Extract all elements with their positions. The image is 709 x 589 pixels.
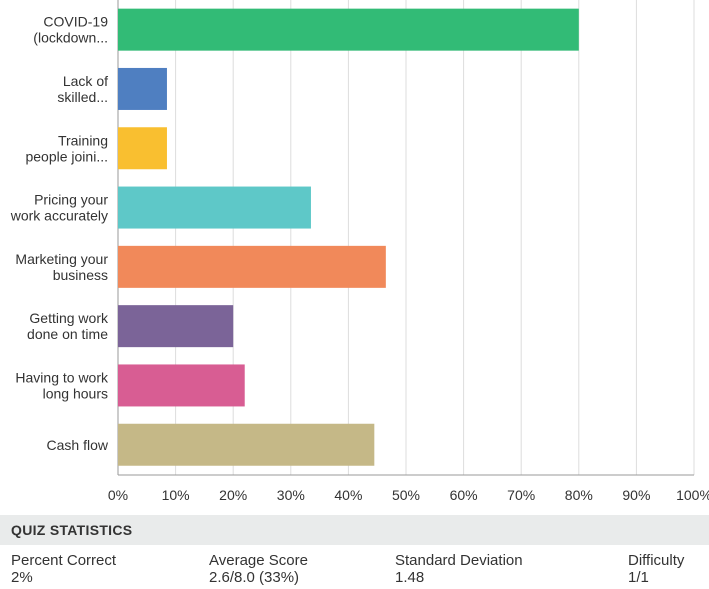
bar [118, 245, 386, 288]
stat-value: 1.48 [395, 569, 425, 586]
stat-standard-deviation: Standard Deviation 1.48 [395, 552, 523, 586]
bar [118, 8, 579, 51]
x-tick-label: 30% [277, 487, 305, 503]
quiz-statistics-title: QUIZ STATISTICS [11, 522, 133, 538]
x-tick-label: 20% [219, 487, 247, 503]
bars [118, 8, 579, 466]
bar [118, 67, 167, 110]
stat-average-score: Average Score 2.6/8.0 (33%) [209, 552, 308, 586]
stat-value: 2% [11, 569, 33, 586]
x-tick-label: 0% [108, 487, 128, 503]
category-label: Pricing your [34, 192, 108, 208]
quiz-statistics-header: QUIZ STATISTICS [0, 515, 709, 545]
category-label: business [53, 267, 108, 283]
x-tick-label: 90% [622, 487, 650, 503]
x-tick-label: 80% [565, 487, 593, 503]
stat-label: Standard Deviation [395, 552, 523, 569]
category-label: Marketing your [15, 251, 108, 267]
category-label: Training [58, 132, 108, 148]
x-tick-label: 60% [450, 487, 478, 503]
stat-label: Average Score [209, 552, 308, 569]
stat-value: 2.6/8.0 (33%) [209, 569, 300, 586]
stat-value: 1/1 [628, 569, 649, 586]
bar [118, 127, 167, 170]
x-tick-label: 40% [334, 487, 362, 503]
category-label: long hours [43, 385, 108, 401]
category-label: work accurately [10, 208, 108, 224]
x-axis-ticks: 0% 10% 20% 30% 40% 50% 60% 70% 80% 90% 100% [108, 487, 709, 503]
category-label: people joini... [25, 148, 108, 164]
gridlines [117, 0, 695, 476]
stat-percent-correct: Percent Correct 2% [11, 552, 116, 586]
bar [118, 186, 311, 229]
category-label: Having to work [15, 369, 109, 385]
category-label: Getting work [29, 310, 109, 326]
category-label: skilled... [57, 89, 108, 105]
stat-difficulty: Difficulty 1/1 [628, 552, 684, 586]
x-tick-label: 10% [162, 487, 190, 503]
category-label: done on time [27, 326, 108, 342]
bar [118, 423, 375, 466]
category-label: Cash flow [47, 437, 109, 453]
x-tick-label: 100% [676, 487, 709, 503]
bar [118, 305, 234, 348]
category-label: Lack of [63, 73, 108, 89]
x-tick-label: 70% [507, 487, 535, 503]
category-label: COVID-19 [43, 14, 108, 30]
bar [118, 364, 245, 407]
category-label: (lockdown... [33, 30, 108, 46]
stat-label: Difficulty [628, 552, 685, 569]
x-tick-label: 50% [392, 487, 420, 503]
stat-label: Percent Correct [11, 552, 117, 569]
